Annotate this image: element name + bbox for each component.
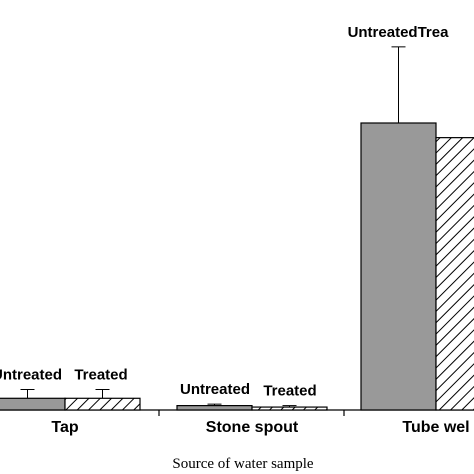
bar-label-untreated-1: Untreated — [180, 381, 250, 398]
bar-untreated-tube-wel — [360, 122, 437, 411]
bar-label-treated-0: Treated — [74, 367, 127, 384]
x-tick-label-2: Tube wel — [402, 419, 469, 436]
bar-label-untreated-2: UntreatedTrea — [348, 24, 450, 41]
bar-treated-stone-spout — [251, 406, 328, 411]
bar-treated-tap — [64, 397, 141, 411]
bar-label-treated-1: Treated — [263, 383, 316, 400]
x-axis-title: Source of water sample — [172, 456, 314, 472]
labels-layer: Untreated Treated Tap Untreated Treated Stone… — [0, 24, 470, 436]
x-tick-label-1: Stone spout — [206, 419, 299, 436]
bar-untreated-tap — [0, 397, 66, 411]
bar-treated-tube-wel — [435, 137, 474, 411]
bars-layer — [0, 46, 474, 416]
bar-untreated-stone-spout — [176, 405, 253, 411]
x-tick-label-0: Tap — [51, 419, 78, 436]
bar-label-untreated-0: Untreated — [0, 367, 62, 384]
